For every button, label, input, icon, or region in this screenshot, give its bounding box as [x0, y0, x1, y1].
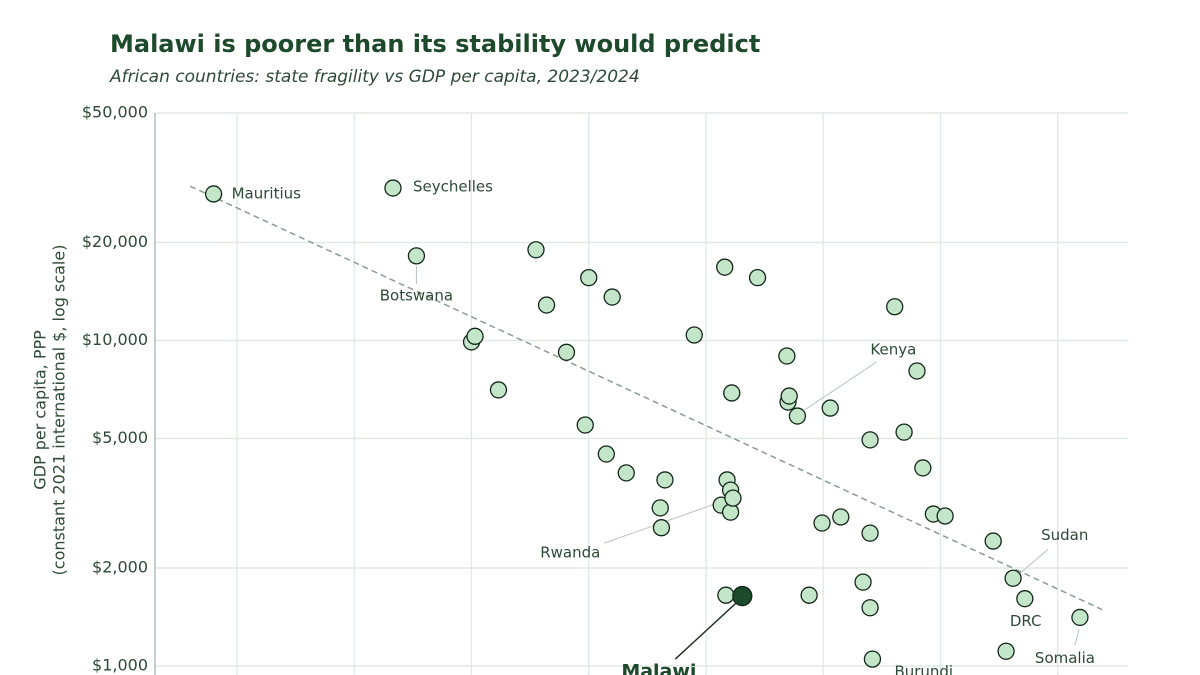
point — [617, 464, 635, 482]
point-label: Kenya — [870, 341, 916, 359]
highlight-point — [732, 585, 753, 607]
point — [997, 642, 1015, 660]
point — [603, 288, 621, 306]
chart-title: Malawi is poorer than its stability woul… — [110, 30, 760, 58]
trend-line — [189, 185, 1103, 611]
point — [1016, 590, 1034, 608]
y-tick-label: $1,000 — [92, 656, 148, 675]
point — [557, 343, 576, 361]
label-leader — [1074, 629, 1080, 646]
point — [651, 499, 669, 517]
point — [936, 507, 954, 525]
point — [527, 241, 545, 259]
point — [863, 650, 882, 668]
point — [788, 407, 807, 425]
label-leader — [804, 361, 877, 411]
point — [832, 508, 850, 526]
point — [861, 599, 879, 617]
point-label: Burundi — [894, 663, 953, 675]
chart-subtitle: African countries: state fragility vs GD… — [109, 67, 640, 87]
point — [748, 268, 767, 287]
point — [861, 431, 879, 449]
point — [821, 399, 839, 417]
point — [407, 247, 426, 265]
y-axis-label: GDP per capita, PPP (constant 2021 inter… — [31, 245, 69, 576]
point-label: Seychelles — [413, 178, 493, 196]
point-label: Botswana — [380, 286, 453, 304]
point — [1004, 569, 1022, 587]
point-label: Malawi — [621, 661, 696, 675]
point — [685, 326, 703, 344]
point — [716, 258, 734, 276]
point — [854, 573, 872, 591]
y-axis-label-line: GDP per capita, PPP — [31, 330, 50, 490]
y-tick-label: $50,000 — [82, 103, 148, 122]
y-tick-label: $5,000 — [92, 428, 148, 447]
point — [597, 445, 615, 463]
y-axis-label-line: (constant 2021 international $, log scal… — [50, 245, 69, 576]
point — [580, 268, 598, 287]
label-leader — [1019, 548, 1049, 574]
point — [537, 296, 556, 314]
point — [861, 524, 879, 542]
point — [984, 532, 1002, 550]
point — [384, 179, 402, 197]
point — [886, 298, 904, 316]
point — [1071, 608, 1089, 627]
point — [800, 586, 818, 604]
point — [908, 362, 926, 380]
point — [778, 347, 796, 365]
point-label: Somalia — [1035, 649, 1095, 667]
point-label: Mauritius — [232, 184, 302, 202]
point — [813, 514, 831, 532]
point — [466, 327, 484, 345]
y-tick-label: $20,000 — [82, 232, 148, 251]
point — [576, 416, 594, 434]
y-tick-label: $10,000 — [82, 330, 148, 349]
label-leader — [674, 599, 740, 660]
point — [489, 381, 508, 399]
point — [780, 387, 798, 405]
point — [717, 586, 735, 604]
point-label: Sudan — [1041, 526, 1088, 544]
point — [895, 423, 913, 441]
point-label: DRC — [1010, 612, 1042, 630]
point — [652, 519, 671, 537]
point — [721, 503, 740, 521]
point — [723, 384, 741, 402]
point — [914, 459, 932, 477]
point — [204, 185, 223, 203]
point — [724, 489, 742, 507]
y-tick-label: $2,000 — [92, 558, 148, 577]
point — [656, 471, 674, 489]
point-label: Rwanda — [540, 544, 600, 562]
